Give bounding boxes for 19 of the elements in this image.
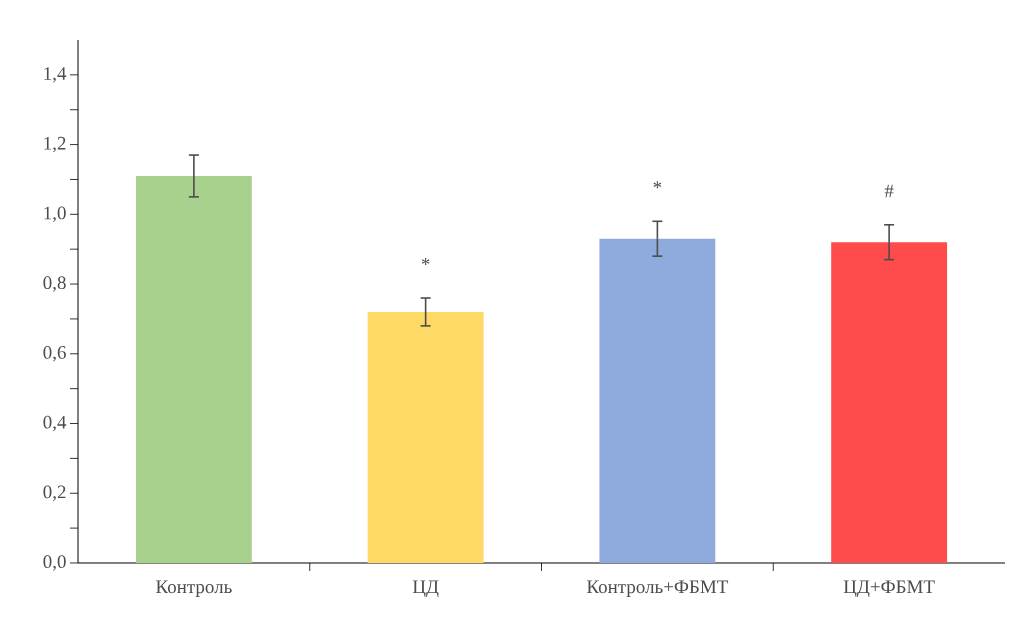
y-tick-label: 1,4 bbox=[44, 67, 67, 83]
annotation: * bbox=[653, 181, 662, 189]
x-tick-label: Контроль bbox=[156, 580, 232, 598]
bar bbox=[135, 175, 252, 563]
y-tick-label: 0,6 bbox=[43, 346, 66, 362]
y-tick-label: 0,0 bbox=[43, 555, 66, 571]
x-tick-label: ЦД+ФБМТ bbox=[843, 580, 935, 598]
bar bbox=[367, 311, 484, 563]
y-tick-label: 0,4 bbox=[43, 415, 67, 432]
bar bbox=[831, 242, 948, 563]
x-tick-label: ЦД bbox=[412, 580, 439, 598]
y-tick-label: 1,0 bbox=[44, 206, 66, 223]
x-tick-label: Контроль+ФБМТ bbox=[586, 580, 729, 598]
bar bbox=[599, 238, 716, 563]
y-tick-label: 0,8 bbox=[43, 276, 66, 292]
y-tick-label: 1,2 bbox=[44, 136, 66, 153]
annotation: # bbox=[884, 184, 894, 198]
annotation: * bbox=[421, 258, 430, 265]
y-tick-label: 0,2 bbox=[43, 485, 66, 502]
